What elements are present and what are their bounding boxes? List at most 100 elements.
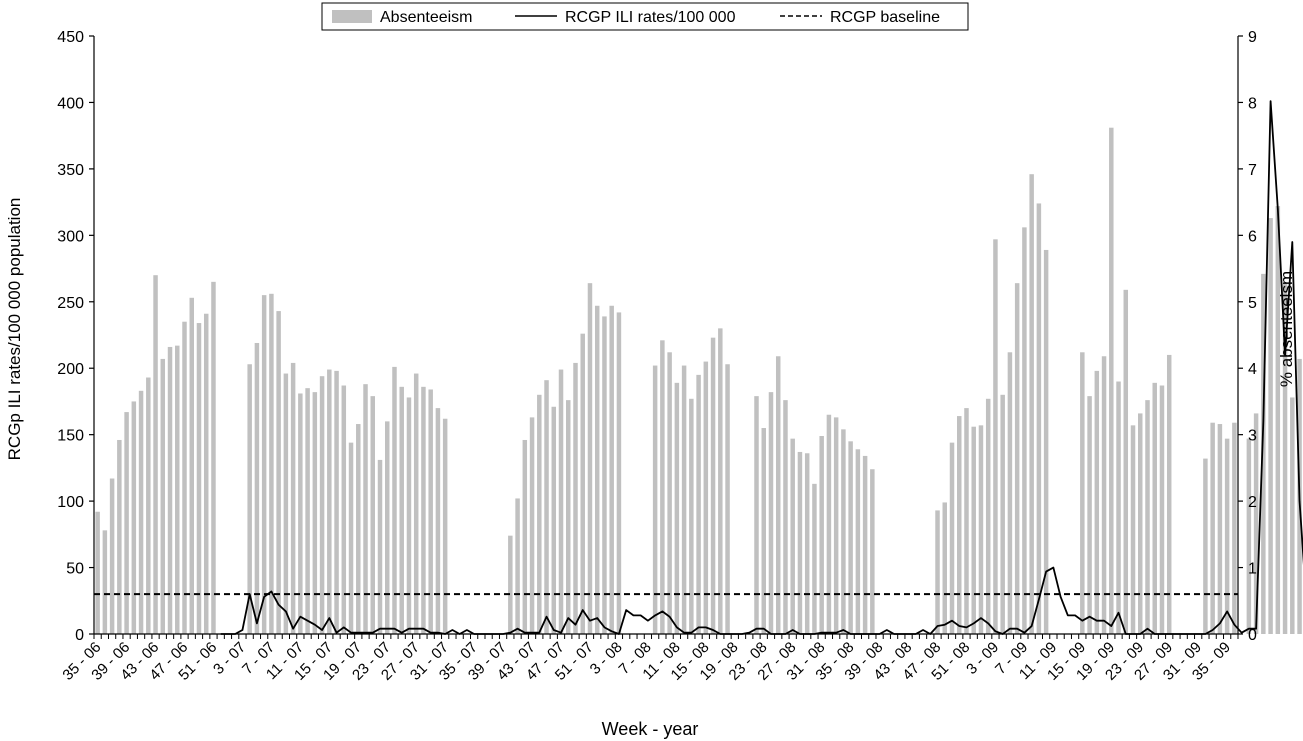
absenteeism-bar (377, 459, 383, 634)
legend-label-absenteeism: Absenteeism (380, 9, 473, 26)
absenteeism-bar (819, 436, 824, 634)
y-left-tick-label: 50 (66, 561, 84, 578)
absenteeism-bar (804, 453, 810, 634)
absenteeism-bar (718, 328, 723, 634)
absenteeism-bar (413, 373, 419, 634)
y-right-tick-label: 8 (1248, 95, 1257, 112)
absenteeism-bar (189, 297, 194, 634)
absenteeism-bar (566, 400, 571, 634)
absenteeism-bar (442, 418, 448, 634)
y-left-tick-label: 100 (57, 494, 84, 511)
absenteeism-bar (1217, 424, 1223, 634)
absenteeism-bar (428, 389, 433, 634)
absenteeism-bar (616, 312, 622, 634)
absenteeism-bar (587, 283, 593, 634)
x-axis-label: Week - year (602, 719, 699, 739)
absenteeism-bar (399, 386, 404, 634)
absenteeism-bar (305, 388, 310, 634)
absenteeism-bar (537, 394, 542, 634)
absenteeism-bar (146, 377, 151, 634)
absenteeism-bar (508, 535, 513, 634)
absenteeism-bar (131, 401, 137, 634)
absenteeism-bar (102, 530, 108, 634)
absenteeism-bar (551, 406, 557, 634)
absenteeism-bar (95, 511, 100, 634)
absenteeism-bar (435, 408, 441, 634)
absenteeism-bar (312, 392, 318, 634)
absenteeism-bar (949, 442, 955, 634)
absenteeism-bar (175, 345, 180, 634)
absenteeism-bar (848, 441, 853, 634)
absenteeism-bar (1014, 283, 1020, 634)
absenteeism-bar (1036, 203, 1042, 634)
absenteeism-bar (319, 376, 325, 634)
y-left-tick-label: 350 (57, 162, 84, 179)
legend: Absenteeism RCGP ILI rates/100 000 RCGP … (321, 2, 969, 31)
absenteeism-bar (1210, 422, 1215, 634)
absenteeism-bar (1268, 218, 1273, 634)
y-right-tick-label: 4 (1248, 361, 1257, 378)
y-left-tick-label: 300 (57, 228, 84, 245)
absenteeism-bar (1166, 354, 1172, 634)
absenteeism-bar (1159, 385, 1165, 634)
absenteeism-bar (964, 408, 969, 634)
legend-box (321, 2, 969, 31)
absenteeism-bar (870, 469, 875, 634)
y-left-tick-label: 450 (57, 29, 84, 46)
absenteeism-bar (1203, 458, 1208, 634)
absenteeism-bar (1290, 397, 1295, 634)
y-left-tick-label: 150 (57, 428, 84, 445)
absenteeism-bar (261, 295, 267, 634)
absenteeism-bar (327, 369, 332, 634)
absenteeism-bar (797, 451, 803, 634)
y-left-tick-label: 250 (57, 295, 84, 312)
absenteeism-bar (1138, 413, 1143, 634)
absenteeism-bar (580, 333, 585, 634)
absenteeism-bar (348, 442, 354, 634)
absenteeism-bars (95, 127, 1302, 635)
y-right-tick-label: 7 (1248, 162, 1257, 179)
absenteeism-bar (1043, 249, 1049, 634)
absenteeism-bar (1022, 227, 1027, 635)
y-right-tick-label: 3 (1248, 428, 1257, 445)
absenteeism-bar (247, 364, 252, 634)
y-left-tick-label: 200 (57, 361, 84, 378)
absenteeism-bar (1029, 174, 1034, 634)
absenteeism-bar (283, 373, 289, 634)
absenteeism-bar (1080, 352, 1085, 634)
y-axis-left-label: RCGp ILI rates/100 000 population (5, 198, 24, 461)
absenteeism-bar (515, 498, 520, 634)
absenteeism-bar (602, 316, 607, 634)
absenteeism-bar (363, 384, 368, 634)
absenteeism-bar (334, 370, 339, 634)
absenteeism-bar (935, 510, 940, 634)
absenteeism-bar (710, 337, 716, 634)
absenteeism-bar (196, 323, 202, 634)
absenteeism-bar (754, 396, 759, 634)
absenteeism-bar (529, 417, 535, 634)
absenteeism-bar (703, 361, 709, 634)
y-right-tick-label: 0 (1248, 627, 1257, 644)
x-tick-label: 3 - 07 (210, 639, 249, 678)
absenteeism-bar (254, 342, 260, 634)
absenteeism-bar (1224, 438, 1230, 634)
absenteeism-bar (1253, 413, 1259, 634)
x-tick-label: 3 - 08 (587, 639, 626, 678)
absenteeism-bar (689, 398, 694, 634)
absenteeism-bar (761, 428, 766, 634)
absenteeism-bar (696, 374, 701, 634)
absenteeism-bar (841, 429, 846, 634)
absenteeism-bar (1094, 370, 1100, 634)
absenteeism-bar (1282, 283, 1288, 634)
absenteeism-bar (1000, 394, 1005, 634)
absenteeism-bar (203, 313, 209, 634)
y-right-tick-label: 5 (1248, 295, 1257, 312)
absenteeism-bar (1275, 206, 1281, 634)
absenteeism-bar (385, 421, 390, 634)
absenteeism-bar (522, 439, 528, 634)
absenteeism-bar (138, 390, 144, 634)
absenteeism-bar (826, 414, 832, 634)
legend-swatch-absenteeism (332, 10, 372, 23)
absenteeism-bar (276, 311, 281, 634)
absenteeism-bar (790, 438, 795, 634)
